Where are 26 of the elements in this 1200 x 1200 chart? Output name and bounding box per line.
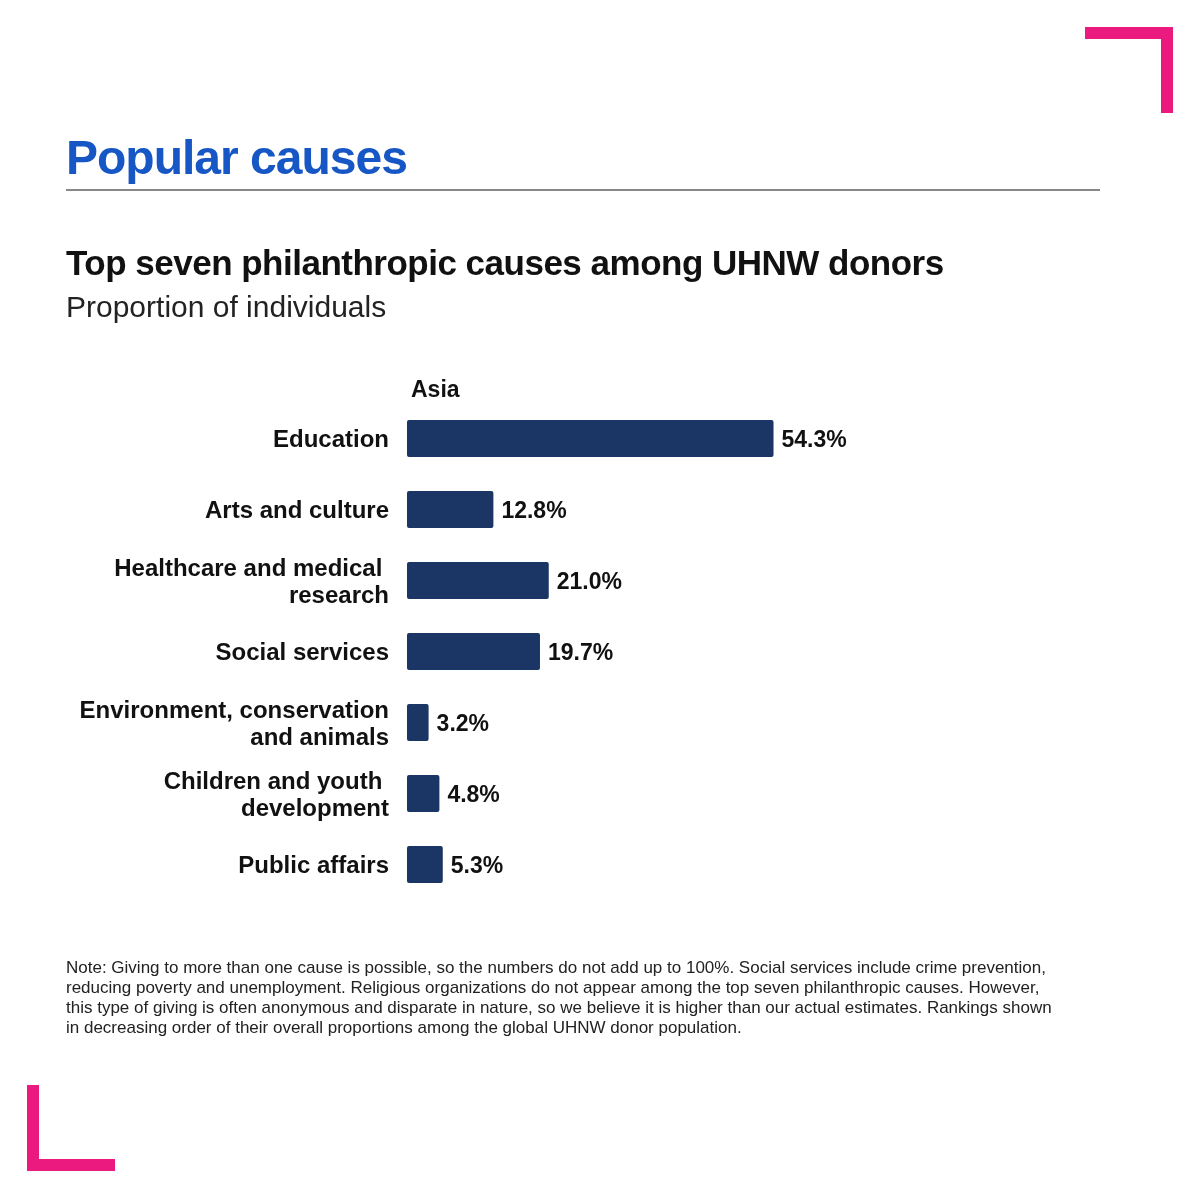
bar bbox=[407, 846, 443, 883]
data-label: 5.3% bbox=[450, 851, 504, 878]
chart-title: Popular causes bbox=[66, 130, 407, 185]
data-label: 19.7% bbox=[547, 638, 614, 665]
data-label: 4.8% bbox=[447, 780, 500, 807]
data-label: 54.3% bbox=[781, 425, 847, 452]
y-tick-label: Social services bbox=[215, 638, 389, 665]
data-label: 21.0% bbox=[556, 567, 622, 594]
y-tick-label: Arts and culture bbox=[204, 496, 389, 523]
chart-subtitle: Top seven philanthropic causes among UHNW donors bbox=[66, 243, 944, 283]
y-tick-label: Children and youth development bbox=[163, 766, 390, 821]
y-tick-label: Environment, conservation and animals bbox=[79, 695, 389, 750]
data-label: 12.8% bbox=[501, 496, 567, 523]
bar bbox=[407, 420, 774, 457]
bar bbox=[407, 562, 549, 599]
y-tick-label: Education bbox=[272, 425, 389, 452]
bar bbox=[407, 491, 494, 528]
bar bbox=[407, 704, 429, 741]
text: Note: Giving to more than one cause is possible, so the numbers do not add up to 100%. Social services include crime prevention, reducing poverty and unemployment. Religious organizations do not appear among the top seven philanthropic causes. However, this type of giving is often anonymous and disparate in nature, so we believe it is higher than our actual estimates. Rankings shown in decreasing order of their overall proportions among the global UHNW donor population. bbox=[66, 958, 1053, 1038]
bar bbox=[407, 775, 440, 812]
data-label: 3.2% bbox=[436, 709, 490, 736]
y-tick-label: Public affairs bbox=[238, 851, 389, 878]
bar bbox=[407, 633, 540, 670]
y-tick-label: Healthcare and medical research bbox=[114, 553, 389, 608]
x-axis-title: Proportion of individuals bbox=[66, 290, 387, 324]
series-label: Asia bbox=[411, 376, 460, 403]
